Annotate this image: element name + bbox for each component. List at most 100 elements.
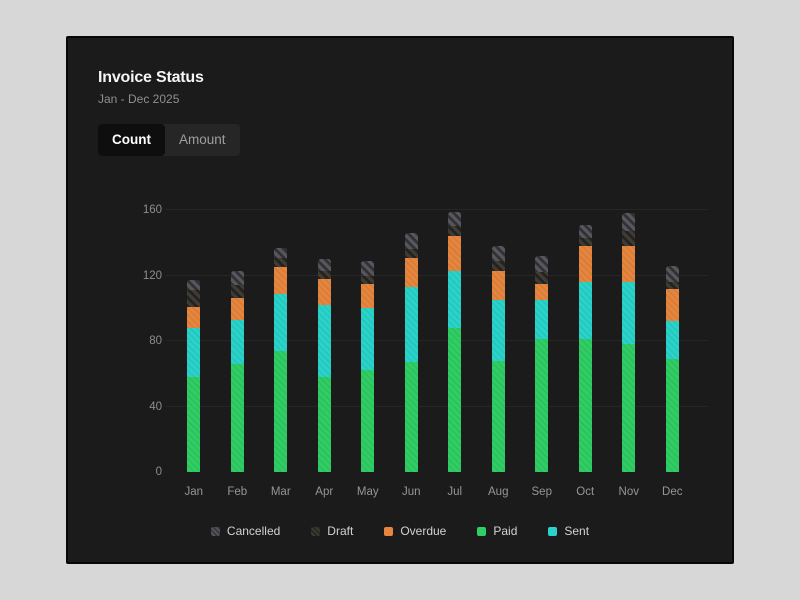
tab-count[interactable]: Count xyxy=(98,124,165,156)
bar-segment-cancelled-sep[interactable] xyxy=(535,255,549,273)
x-tick-sep: Sep xyxy=(531,486,552,498)
bar-segment-draft-nov[interactable] xyxy=(622,231,636,247)
tab-amount[interactable]: Amount xyxy=(165,124,240,156)
bar-segment-draft-aug[interactable] xyxy=(491,260,505,271)
legend-item-cancelled[interactable]: Cancelled xyxy=(210,524,280,538)
bar-segment-sent-nov[interactable] xyxy=(622,282,636,345)
bar-mar[interactable]: Mar xyxy=(259,210,303,498)
legend-item-sent[interactable]: Sent xyxy=(548,524,589,538)
bar-sep[interactable]: Sep xyxy=(520,210,564,498)
bar-segment-overdue-jul[interactable] xyxy=(448,236,462,271)
bar-segment-draft-apr[interactable] xyxy=(317,270,331,279)
card-header: Invoice Status Jan - Dec 2025 xyxy=(98,69,204,106)
legend-label-draft: Draft xyxy=(327,524,354,538)
bar-segment-paid-sep[interactable] xyxy=(535,339,549,472)
bar-segment-sent-jan[interactable] xyxy=(187,327,201,378)
bar-segment-cancelled-feb[interactable] xyxy=(230,270,244,286)
bar-segment-draft-mar[interactable] xyxy=(274,257,288,268)
bar-segment-draft-feb[interactable] xyxy=(230,285,244,299)
bar-segment-draft-jan[interactable] xyxy=(187,290,201,307)
bar-jul[interactable]: Jul xyxy=(433,210,477,498)
legend-item-draft[interactable]: Draft xyxy=(311,524,353,538)
bar-segment-sent-apr[interactable] xyxy=(317,304,331,378)
bar-segment-paid-oct[interactable] xyxy=(578,339,592,472)
x-tick-mar: Mar xyxy=(270,486,291,498)
bar-segment-cancelled-aug[interactable] xyxy=(491,246,505,261)
bar-segment-draft-oct[interactable] xyxy=(578,237,592,247)
bar-segment-paid-jan[interactable] xyxy=(187,377,201,472)
chart-legend: Cancelled Draft Overdue Paid Sent xyxy=(68,524,732,538)
bar-segment-overdue-sep[interactable] xyxy=(535,283,549,301)
legend-label-overdue: Overdue xyxy=(400,524,447,538)
bar-segment-overdue-dec[interactable] xyxy=(665,288,679,322)
bar-segment-paid-jul[interactable] xyxy=(448,327,462,472)
bar-segment-overdue-jan[interactable] xyxy=(187,306,201,328)
bar-segment-cancelled-apr[interactable] xyxy=(317,259,331,271)
bar-jan[interactable]: Jan xyxy=(172,210,216,498)
x-tick-dec: Dec xyxy=(662,486,683,498)
bar-segment-sent-jun[interactable] xyxy=(404,286,418,363)
bar-segment-paid-mar[interactable] xyxy=(274,350,288,472)
bar-segment-overdue-mar[interactable] xyxy=(274,267,288,294)
bar-segment-sent-jul[interactable] xyxy=(448,270,462,328)
x-tick-jul: Jul xyxy=(447,486,463,498)
bar-segment-sent-mar[interactable] xyxy=(274,293,288,351)
bar-segment-draft-dec[interactable] xyxy=(665,282,679,289)
bar-segment-paid-apr[interactable] xyxy=(317,377,331,472)
bar-segment-sent-aug[interactable] xyxy=(491,300,505,361)
bar-segment-cancelled-jun[interactable] xyxy=(404,232,418,250)
bar-segment-paid-may[interactable] xyxy=(361,370,375,472)
x-tick-oct: Oct xyxy=(576,486,595,498)
legend-item-overdue[interactable]: Overdue xyxy=(384,524,446,538)
bar-segment-cancelled-oct[interactable] xyxy=(578,224,592,238)
bar-segment-draft-sep[interactable] xyxy=(535,272,549,284)
bar-segment-overdue-apr[interactable] xyxy=(317,278,331,305)
legend-swatch-paid xyxy=(477,526,487,536)
bar-aug[interactable]: Aug xyxy=(477,210,521,498)
bar-segment-cancelled-may[interactable] xyxy=(361,260,375,276)
bar-may[interactable]: May xyxy=(346,210,390,498)
legend-label-sent: Sent xyxy=(564,524,590,538)
bar-segment-cancelled-jul[interactable] xyxy=(448,211,462,227)
bar-segment-paid-aug[interactable] xyxy=(491,360,505,472)
bar-segment-cancelled-jan[interactable] xyxy=(187,280,201,291)
bar-nov[interactable]: Nov xyxy=(607,210,651,498)
bar-segment-overdue-aug[interactable] xyxy=(491,270,505,301)
bar-segment-paid-jun[interactable] xyxy=(404,362,418,472)
y-tick-0: 0 xyxy=(155,466,162,478)
bar-segment-draft-jun[interactable] xyxy=(404,249,418,258)
bar-dec[interactable]: Dec xyxy=(651,210,695,498)
gridline-160 xyxy=(166,209,708,210)
gridline-40 xyxy=(166,405,708,407)
bar-segment-sent-feb[interactable] xyxy=(230,319,244,364)
bar-segment-paid-nov[interactable] xyxy=(622,344,636,472)
bar-jun[interactable]: Jun xyxy=(390,210,434,498)
bar-oct[interactable]: Oct xyxy=(564,210,608,498)
count-amount-toggle: Count Amount xyxy=(98,124,240,156)
bar-segment-draft-jul[interactable] xyxy=(448,226,462,237)
bar-segment-overdue-jun[interactable] xyxy=(404,257,418,287)
bar-segment-sent-may[interactable] xyxy=(361,308,375,371)
bar-segment-cancelled-dec[interactable] xyxy=(665,265,679,283)
legend-item-paid[interactable]: Paid xyxy=(477,524,517,538)
bar-segment-overdue-nov[interactable] xyxy=(622,246,636,283)
bar-segment-cancelled-mar[interactable] xyxy=(274,247,288,258)
bar-segment-sent-sep[interactable] xyxy=(535,300,549,340)
bar-segment-overdue-feb[interactable] xyxy=(230,298,244,320)
bar-feb[interactable]: Feb xyxy=(216,210,260,498)
bar-segment-sent-dec[interactable] xyxy=(665,321,679,360)
bar-segment-overdue-may[interactable] xyxy=(361,283,375,309)
bar-segment-overdue-oct[interactable] xyxy=(578,246,592,283)
bar-segment-cancelled-nov[interactable] xyxy=(622,213,636,232)
bar-apr[interactable]: Apr xyxy=(303,210,347,498)
x-tick-may: May xyxy=(356,486,379,498)
bar-segment-paid-feb[interactable] xyxy=(230,363,244,472)
x-tick-jun: Jun xyxy=(401,486,421,498)
y-tick-80: 80 xyxy=(149,335,162,347)
bar-segment-paid-dec[interactable] xyxy=(665,359,679,472)
y-axis: 0 40 80 120 160 xyxy=(68,204,162,478)
bar-segment-draft-may[interactable] xyxy=(361,275,375,284)
bar-columns: Jan Feb Mar Apr May Jun Jul Aug Sep Oct Nov Dec xyxy=(172,210,695,498)
bar-segment-sent-oct[interactable] xyxy=(578,282,592,340)
